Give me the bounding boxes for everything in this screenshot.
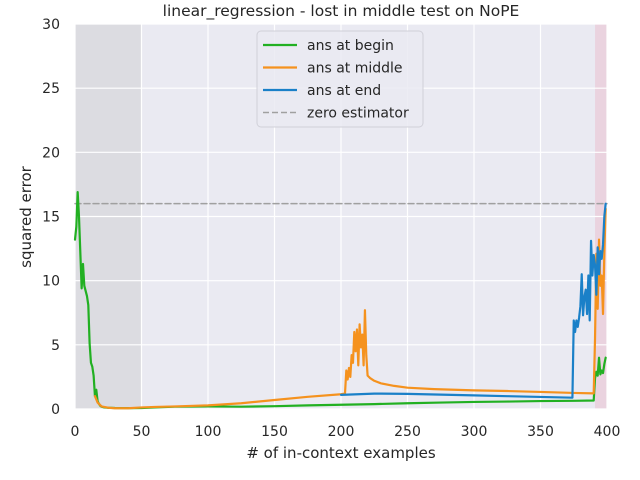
y-tick-label: 5 (51, 338, 60, 354)
legend-label: zero estimator (307, 106, 409, 122)
x-tick-label: 100 (195, 424, 222, 440)
legend-box (256, 30, 424, 128)
y-tick-label: 25 (42, 81, 60, 97)
series-line-ans-at-middle (93, 207, 607, 410)
y-tick-label: 10 (42, 274, 60, 290)
x-tick-label: 400 (594, 424, 621, 440)
y-tick-label: 15 (42, 210, 60, 226)
y-tick-label: 30 (42, 17, 60, 33)
x-tick-label: 350 (527, 424, 554, 440)
x-tick-label: 200 (328, 424, 355, 440)
x-tick-label: 50 (133, 424, 151, 440)
grid-lines (74, 23, 608, 410)
x-tick-label: 0 (71, 424, 80, 440)
legend-label: ans at begin (307, 38, 394, 54)
y-axis-label: squared error (17, 165, 35, 268)
legend-label: ans at end (307, 83, 381, 99)
x-tick-label: 300 (461, 424, 488, 440)
y-tick-label: 20 (42, 145, 60, 161)
series-lines (73, 191, 608, 410)
x-tick-label: 150 (261, 424, 288, 440)
y-tick-label: 0 (51, 402, 60, 418)
series-line-ans-at-end (339, 202, 607, 399)
x-axis-label: # of in-context examples (246, 444, 436, 462)
legend-label: ans at middle (307, 61, 403, 77)
chart-title: linear_regression - lost in middle test … (163, 2, 520, 21)
y-tick-labels: 0 5 10 15 20 25 30 (42, 17, 60, 418)
x-tick-label: 250 (394, 424, 421, 440)
legend: ans at begin ans at middle ans at end zero … (256, 30, 424, 128)
x-tick-labels: 0 50 100 150 200 250 300 350 400 (71, 424, 621, 440)
